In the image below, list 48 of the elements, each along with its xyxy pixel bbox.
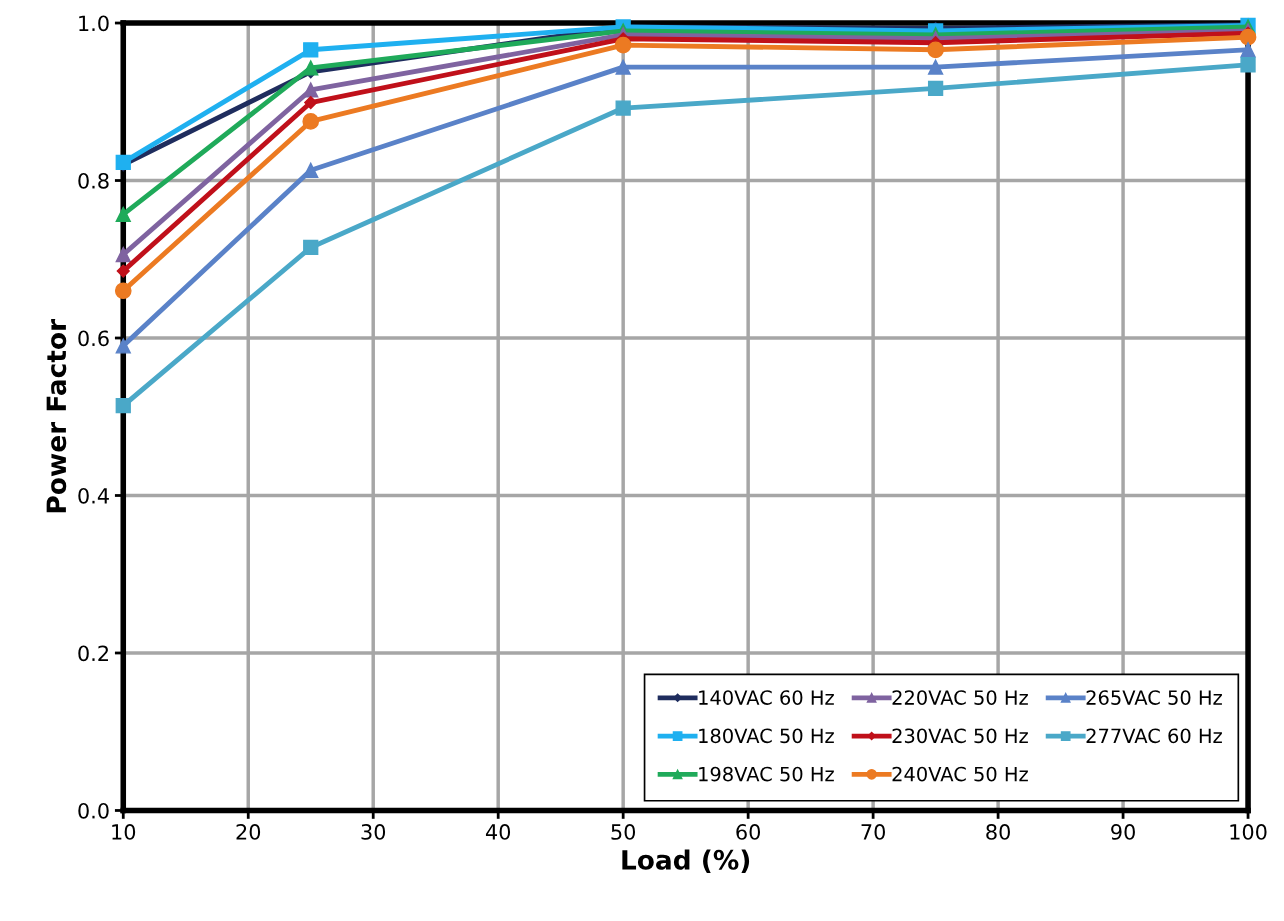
point	[927, 80, 944, 97]
x-tick-label: 60	[736, 824, 761, 840]
point	[303, 162, 319, 178]
legend-label: 230VAC 50 Hz	[892, 728, 1028, 744]
point	[927, 59, 944, 75]
x-tick-label: 20	[236, 824, 261, 840]
point	[116, 264, 130, 278]
point	[115, 206, 131, 223]
legend-label: 277VAC 60 Hz	[1086, 728, 1222, 744]
point	[303, 239, 319, 256]
point	[1240, 57, 1256, 73]
legend-label: 180VAC 50 Hz	[699, 728, 834, 744]
x-tick-label: 10	[112, 824, 136, 840]
x-tick-label: 40	[485, 824, 511, 840]
point	[304, 95, 318, 110]
point	[1240, 42, 1256, 58]
point	[115, 398, 131, 414]
point	[615, 59, 631, 75]
point	[303, 82, 319, 98]
y-tick-label: 0.0	[78, 802, 109, 819]
x-tick-label: 50	[611, 824, 636, 840]
x-axis-title: Load (%)	[622, 849, 750, 873]
legend-label: 140VAC 60 Hz	[699, 690, 834, 705]
y-tick-label: 0.8	[78, 172, 109, 189]
point	[115, 338, 131, 354]
point	[303, 42, 319, 58]
x-tick-label: 90	[1111, 824, 1135, 840]
legend-label: 240VAC 50 Hz	[892, 766, 1028, 782]
x-tick-label: 100	[1230, 824, 1267, 840]
legend-label: 198VAC 50 Hz	[699, 766, 834, 782]
point	[115, 246, 131, 263]
point	[303, 60, 319, 76]
y-tick-label: 1.0	[79, 15, 109, 32]
point	[1239, 28, 1257, 46]
x-tick-label: 30	[361, 824, 386, 840]
y-tick-label: 0.6	[78, 330, 109, 347]
point	[614, 36, 632, 54]
legend-label: 265VAC 50 Hz	[1086, 690, 1222, 705]
x-tick-label: 80	[986, 824, 1010, 840]
point	[615, 100, 631, 116]
y-axis-title: Power Factor	[46, 319, 67, 513]
x-tick-label: 70	[861, 824, 885, 840]
y-tick-label: 0.4	[78, 487, 109, 504]
point	[302, 113, 320, 130]
point	[927, 41, 944, 59]
legend-label: 220VAC 50 Hz	[892, 690, 1028, 705]
point	[114, 282, 132, 300]
y-tick-label: 0.2	[78, 645, 108, 662]
